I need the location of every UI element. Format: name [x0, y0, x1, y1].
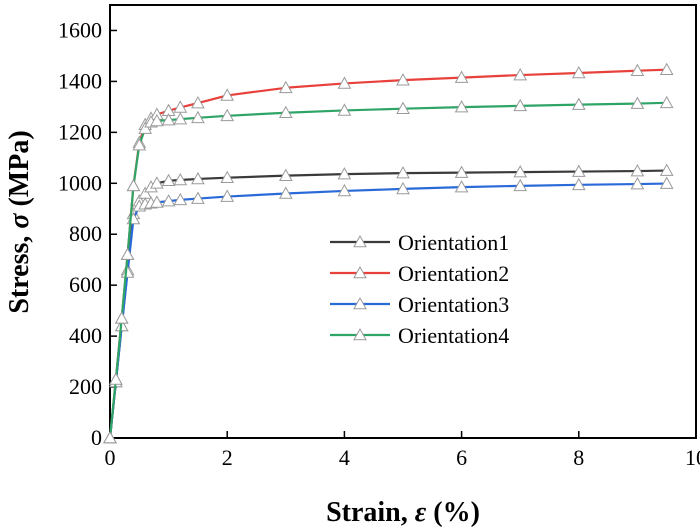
- data-point-marker: [114, 311, 129, 324]
- series-orientation4: [103, 95, 674, 444]
- data-point-marker: [220, 189, 235, 202]
- data-point-marker: [132, 138, 147, 151]
- data-point-marker: [659, 95, 674, 109]
- data-point-marker: [173, 112, 188, 125]
- x-tick-label: 8: [573, 445, 584, 470]
- data-point-marker: [571, 97, 586, 110]
- data-point-marker: [571, 65, 586, 79]
- legend-label: Orientation4: [398, 323, 509, 348]
- data-point-marker: [278, 80, 293, 94]
- axis-ticks: 0 2 4 6 8 10 0 200 400 600 800 1000 1200 1400 1600: [58, 17, 700, 470]
- legend-marker: [353, 296, 367, 310]
- legend-label: Orientation2: [398, 261, 509, 286]
- y-tick-label: 1400: [58, 68, 102, 93]
- data-point-marker: [220, 88, 235, 101]
- legend-marker: [353, 265, 367, 279]
- data-point-marker: [571, 177, 586, 191]
- plot-frame: [109, 4, 697, 439]
- legend-label: Orientation1: [398, 230, 509, 255]
- data-point-marker: [191, 191, 205, 204]
- data-point-marker: [630, 177, 645, 190]
- data-point-marker: [454, 180, 469, 193]
- y-axis-title: Stress, σ (MPa): [4, 130, 35, 313]
- data-point-marker: [396, 181, 410, 195]
- data-point-marker: [337, 167, 352, 180]
- x-tick-label: 10: [685, 445, 700, 470]
- data-point-marker: [161, 113, 176, 126]
- data-point-marker: [337, 76, 352, 89]
- legend: Orientation1 Orientation2 Orientation3 Orie…: [330, 230, 509, 348]
- y-tick-label: 200: [69, 374, 102, 399]
- data-point-marker: [630, 96, 645, 109]
- data-point-marker: [278, 168, 293, 181]
- series-line: [108, 182, 667, 439]
- data-point-marker: [630, 164, 645, 177]
- data-point-marker: [150, 176, 164, 189]
- data-point-marker: [220, 108, 235, 122]
- data-point-marker: [103, 430, 117, 444]
- legend-marker: [353, 234, 367, 248]
- y-tick-label: 600: [69, 272, 102, 297]
- data-point-marker: [630, 63, 645, 77]
- data-point-marker: [396, 73, 410, 86]
- data-point-marker: [659, 163, 674, 176]
- x-axis-title: Strain, ε (%): [326, 497, 480, 528]
- data-point-marker: [278, 105, 293, 119]
- data-point-marker: [337, 183, 352, 197]
- data-point-marker: [454, 165, 469, 178]
- legend-marker: [353, 327, 367, 341]
- series-line: [108, 101, 667, 439]
- data-point-marker: [191, 110, 205, 124]
- data-point-marker: [109, 372, 123, 385]
- x-tick-label: 6: [456, 445, 467, 470]
- data-point-marker: [513, 178, 528, 192]
- data-point-marker: [659, 62, 674, 75]
- series-orientation3: [103, 176, 674, 444]
- series-layer: [103, 62, 674, 444]
- data-point-marker: [659, 176, 674, 189]
- data-point-marker: [150, 195, 164, 208]
- data-point-marker: [120, 247, 135, 260]
- legend-item: Orientation2: [330, 261, 509, 286]
- data-point-marker: [396, 101, 410, 114]
- data-point-marker: [513, 165, 528, 178]
- data-point-marker: [454, 100, 469, 113]
- y-tick-label: 800: [69, 221, 102, 246]
- x-tick-label: 4: [339, 445, 350, 470]
- data-point-marker: [191, 96, 205, 109]
- series-line: [108, 68, 667, 439]
- data-point-marker: [173, 192, 188, 206]
- data-point-marker: [278, 186, 293, 199]
- data-point-marker: [173, 172, 188, 186]
- y-tick-label: 1600: [58, 17, 102, 42]
- x-tick-label: 2: [222, 445, 233, 470]
- data-point-marker: [191, 171, 205, 185]
- data-point-marker: [126, 178, 141, 192]
- legend-item: Orientation4: [330, 323, 509, 348]
- data-point-marker: [220, 170, 235, 183]
- data-point-marker: [120, 265, 135, 278]
- data-point-marker: [138, 121, 153, 134]
- data-point-marker: [396, 166, 410, 179]
- x-tick-label: 0: [105, 445, 116, 470]
- y-tick-label: 1000: [58, 170, 102, 195]
- y-tick-label: 400: [69, 323, 102, 348]
- data-point-marker: [161, 173, 176, 187]
- data-point-marker: [150, 113, 164, 127]
- y-tick-label: 1200: [58, 119, 102, 144]
- data-point-marker: [454, 70, 469, 83]
- legend-item: Orientation1: [330, 230, 509, 255]
- data-point-marker: [161, 194, 176, 207]
- data-point-marker: [571, 164, 586, 177]
- data-point-marker: [337, 103, 352, 116]
- series-orientation2: [103, 62, 674, 444]
- y-tick-label: 0: [91, 425, 102, 450]
- legend-item: Orientation3: [330, 292, 509, 317]
- data-point-marker: [513, 68, 528, 81]
- legend-label: Orientation3: [398, 292, 509, 317]
- data-point-marker: [513, 98, 528, 112]
